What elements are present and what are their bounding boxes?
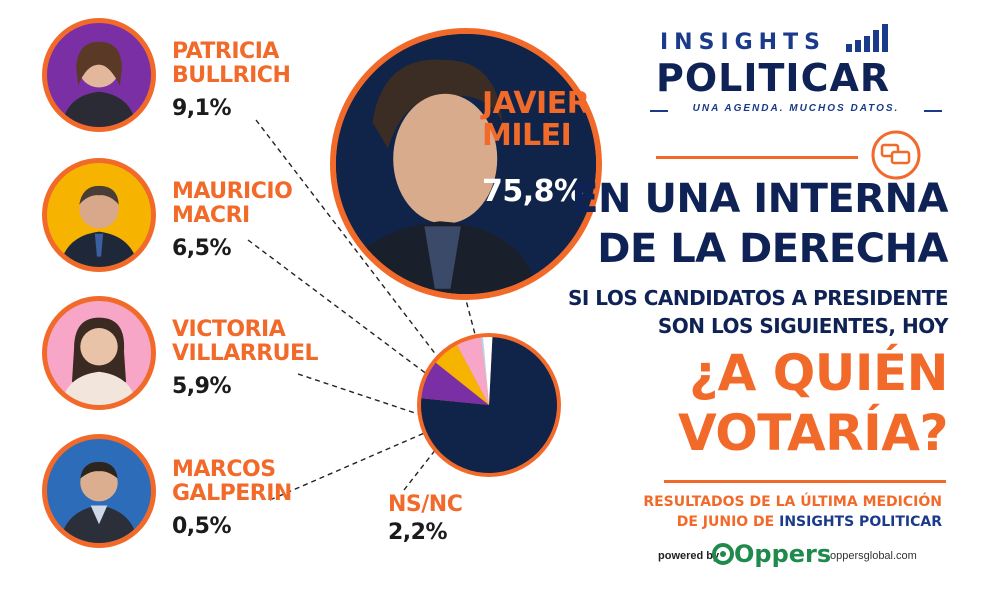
person-icon	[61, 41, 137, 127]
question-line1: SI LOS CANDIDATOS A PRESIDENTE	[568, 286, 949, 310]
candidate-name: MAURICIO MACRI	[172, 179, 293, 228]
avatar-milei	[330, 28, 602, 300]
candidate-name: MARCOS GALPERIN	[172, 457, 292, 506]
person-icon	[336, 34, 596, 294]
pie-slice-marcos-galperin	[480, 337, 489, 405]
oppers-site: oppersglobal.com	[830, 550, 917, 562]
results-line2: DE JUNIO DE INSIGHTS POLITICAR	[676, 514, 942, 530]
brand-politicar: POLITICAR	[656, 56, 891, 100]
question-big1: ¿A QUIÉN	[689, 344, 948, 402]
connector-villarruel	[297, 373, 419, 415]
candidate-percent: 0,5%	[172, 514, 232, 539]
avatar-villarruel	[42, 296, 156, 410]
tagline-rule-left	[650, 110, 668, 112]
candidate-name: PATRICIA BULLRICH	[172, 39, 291, 88]
nsnc-label: NS/NC	[388, 492, 463, 517]
bar-chart-icon	[846, 24, 888, 52]
oppers-logo: Oppers	[734, 540, 832, 568]
brand-tagline: UNA AGENDA. MUCHOS DATOS.	[692, 103, 900, 114]
candidate-percent: 5,9%	[172, 374, 232, 399]
pie-chart	[417, 333, 561, 477]
person-icon	[59, 185, 139, 267]
person-icon	[59, 461, 139, 543]
powered-by-label: powered by	[658, 550, 720, 562]
pie-slice-mauricio-macri	[435, 345, 489, 405]
results-line1: RESULTADOS DE LA ÚLTIMA MEDICIÓN	[643, 494, 942, 510]
milei-percent: 75,8%	[482, 174, 584, 209]
person-icon	[61, 317, 137, 405]
candidate-percent: 6,5%	[172, 236, 232, 261]
tagline-rule-right	[924, 110, 942, 112]
brand-insights: INSIGHTS	[660, 30, 826, 55]
pie-slice-patricia-bullrich	[421, 362, 489, 405]
headline-line1: EN UNA INTERNA	[571, 176, 948, 222]
question-big2: VOTARÍA?	[677, 404, 949, 462]
connector-galperin	[269, 427, 437, 501]
pie-slice-javier-milei	[421, 337, 557, 473]
candidate-name: VICTORIA VILLARRUEL	[172, 317, 319, 366]
avatar-bullrich	[42, 18, 156, 132]
divider-top	[656, 156, 858, 159]
avatar-macri	[42, 158, 156, 272]
pie-slice-ns-nc	[483, 337, 493, 405]
nsnc-percent: 2,2%	[388, 520, 448, 545]
pie-slice-victoria-villarruel	[456, 337, 489, 405]
candidate-percent: 9,1%	[172, 96, 232, 121]
headline-line2: DE LA DERECHA	[597, 226, 948, 272]
milei-name: JAVIER MILEI	[482, 86, 590, 153]
oppers-logo-icon	[712, 543, 734, 565]
avatar-galperin	[42, 434, 156, 548]
chat-bubble-icon	[871, 130, 921, 180]
question-line2: SON LOS SIGUIENTES, HOY	[657, 314, 949, 338]
divider-bottom	[664, 480, 946, 483]
